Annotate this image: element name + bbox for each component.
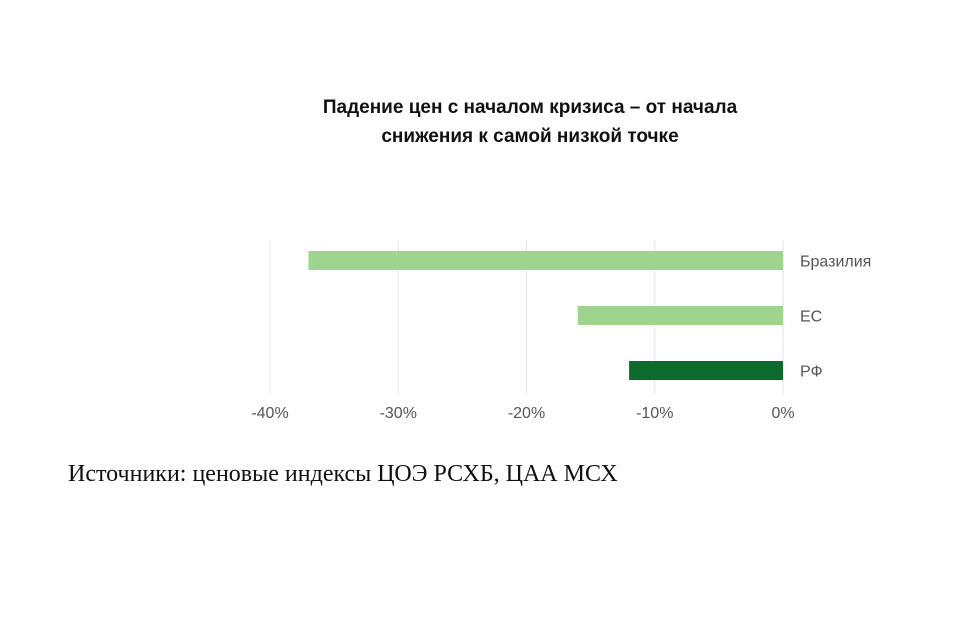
category-label-0: Бразилия xyxy=(800,254,871,271)
x-tick-label-0: -40% xyxy=(251,405,288,422)
bar-2 xyxy=(629,361,783,380)
category-label-2: РФ xyxy=(800,364,823,381)
chart-title-line-2: снижения к самой низкой точке xyxy=(381,126,679,147)
chart-title-line-1: Падение цен с началом кризиса – от начал… xyxy=(322,97,738,118)
x-tick-label-2: -20% xyxy=(508,405,545,422)
bar-1 xyxy=(577,306,783,325)
x-tick-label-4: 0% xyxy=(771,405,794,422)
chart-title: Падение цен с началом кризиса – от начал… xyxy=(230,93,830,151)
x-tick-label-3: -10% xyxy=(636,405,673,422)
x-tick-label-1: -30% xyxy=(380,405,417,422)
bar-0 xyxy=(308,251,783,270)
category-label-1: ЕС xyxy=(800,309,822,326)
source-note: Источники: ценовые индексы ЦОЭ РСХБ, ЦАА… xyxy=(68,461,618,487)
